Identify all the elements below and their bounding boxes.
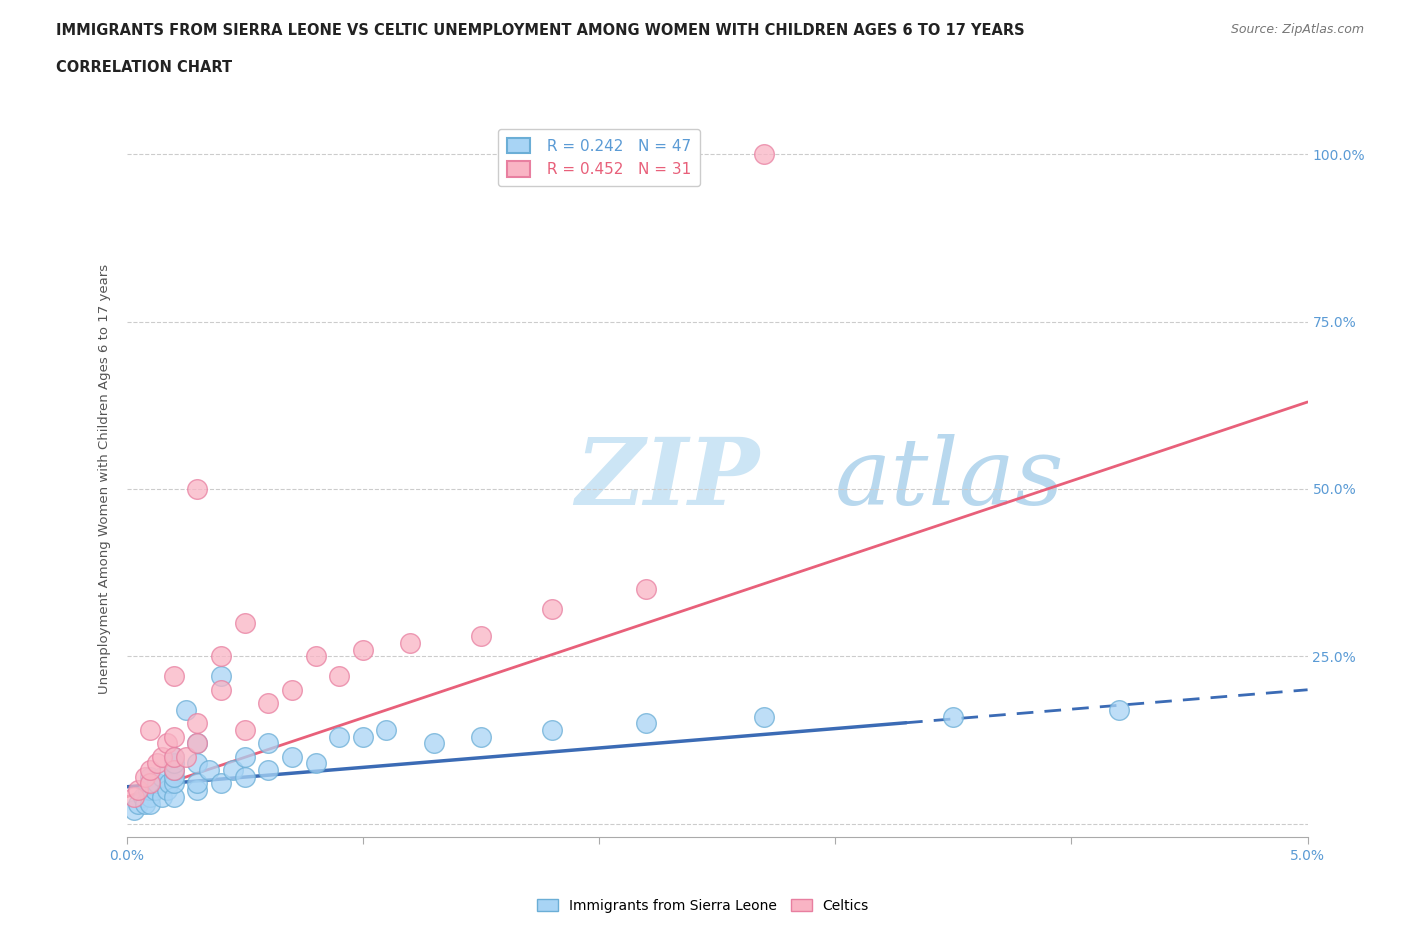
Point <box>156 783 179 798</box>
Point <box>163 756 186 771</box>
Point <box>257 696 280 711</box>
Point <box>122 790 145 804</box>
Text: CORRELATION CHART: CORRELATION CHART <box>56 60 232 75</box>
Point <box>139 776 162 790</box>
Point <box>281 750 304 764</box>
Point <box>127 783 149 798</box>
Point <box>132 790 155 804</box>
Point <box>163 750 186 764</box>
Point <box>375 723 398 737</box>
Point <box>139 796 162 811</box>
Point <box>139 723 162 737</box>
Point <box>540 723 562 737</box>
Point <box>174 750 197 764</box>
Point <box>209 776 232 790</box>
Point <box>134 769 156 784</box>
Point <box>186 736 208 751</box>
Point <box>163 790 186 804</box>
Y-axis label: Unemployment Among Women with Children Ages 6 to 17 years: Unemployment Among Women with Children A… <box>97 264 111 694</box>
Point <box>143 783 166 798</box>
Point <box>139 763 162 777</box>
Point <box>157 776 180 790</box>
Point <box>163 763 186 777</box>
Point <box>134 796 156 811</box>
Point <box>163 763 186 777</box>
Point <box>186 756 208 771</box>
Point <box>422 736 444 751</box>
Point <box>186 716 208 731</box>
Point <box>150 769 173 784</box>
Point <box>139 769 162 784</box>
Text: IMMIGRANTS FROM SIERRA LEONE VS CELTIC UNEMPLOYMENT AMONG WOMEN WITH CHILDREN AG: IMMIGRANTS FROM SIERRA LEONE VS CELTIC U… <box>56 23 1025 38</box>
Point <box>186 783 208 798</box>
Legend: Immigrants from Sierra Leone, Celtics: Immigrants from Sierra Leone, Celtics <box>531 894 875 919</box>
Point <box>122 803 145 817</box>
Point <box>209 669 232 684</box>
Point <box>186 482 208 497</box>
Point <box>163 769 186 784</box>
Point <box>233 769 256 784</box>
Point <box>146 756 169 771</box>
Point <box>352 643 374 658</box>
Point <box>186 736 208 751</box>
Point <box>233 723 256 737</box>
Point <box>942 709 965 724</box>
Point <box>304 649 326 664</box>
Point <box>150 790 173 804</box>
Point <box>136 783 159 798</box>
Point <box>156 736 179 751</box>
Point <box>127 796 149 811</box>
Point <box>328 729 350 744</box>
Point <box>139 783 162 798</box>
Point <box>163 776 186 790</box>
Point <box>540 602 562 617</box>
Point <box>399 635 422 650</box>
Point <box>146 776 169 790</box>
Point <box>470 629 492 644</box>
Point <box>209 649 232 664</box>
Point <box>328 669 350 684</box>
Point <box>754 709 776 724</box>
Point <box>163 750 186 764</box>
Point <box>636 716 658 731</box>
Point <box>1108 702 1130 717</box>
Point <box>174 702 197 717</box>
Text: atlas: atlas <box>835 434 1064 524</box>
Point <box>233 750 256 764</box>
Point <box>636 582 658 597</box>
Point <box>139 776 162 790</box>
Point <box>163 729 186 744</box>
Point <box>163 669 186 684</box>
Point <box>257 763 280 777</box>
Point <box>198 763 221 777</box>
Point <box>186 776 208 790</box>
Point <box>754 147 776 162</box>
Point <box>209 683 232 698</box>
Point <box>281 683 304 698</box>
Point <box>233 616 256 631</box>
Point <box>257 736 280 751</box>
Point <box>304 756 326 771</box>
Point <box>222 763 245 777</box>
Legend:  R = 0.242   N = 47,  R = 0.452   N = 31: R = 0.242 N = 47, R = 0.452 N = 31 <box>498 128 700 187</box>
Point <box>352 729 374 744</box>
Text: Source: ZipAtlas.com: Source: ZipAtlas.com <box>1230 23 1364 36</box>
Point <box>150 750 173 764</box>
Point <box>139 790 162 804</box>
Point <box>470 729 492 744</box>
Text: ZIP: ZIP <box>575 434 759 524</box>
